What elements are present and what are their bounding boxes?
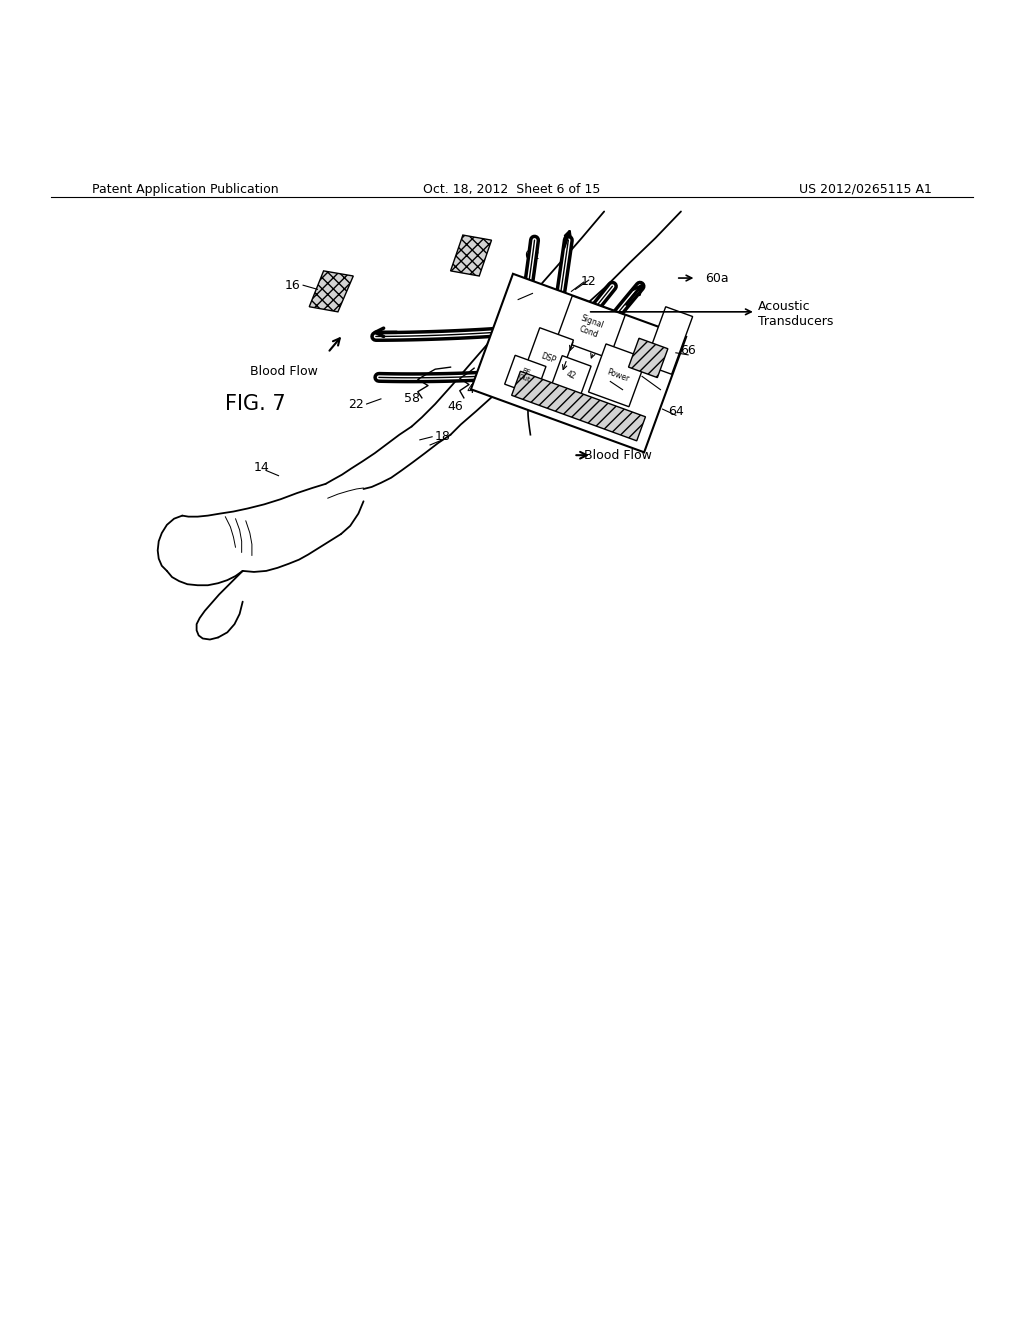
- Text: 46: 46: [447, 400, 464, 413]
- Polygon shape: [629, 338, 668, 378]
- Text: 42: 42: [565, 370, 578, 381]
- Text: 62: 62: [524, 249, 541, 261]
- Text: US 2012/0265115 A1: US 2012/0265115 A1: [799, 182, 932, 195]
- Text: 54: 54: [625, 383, 641, 395]
- Text: Patent Application Publication: Patent Application Publication: [92, 182, 279, 195]
- Text: DSP: DSP: [539, 351, 557, 364]
- Polygon shape: [471, 273, 686, 453]
- Text: 44: 44: [466, 383, 482, 396]
- Text: Blood Flow: Blood Flow: [250, 364, 317, 378]
- Text: 40: 40: [652, 379, 669, 392]
- Text: 20: 20: [535, 285, 551, 298]
- Polygon shape: [451, 235, 492, 276]
- Text: 58: 58: [403, 392, 420, 405]
- Polygon shape: [556, 296, 626, 359]
- Text: 14: 14: [253, 461, 269, 474]
- Text: FIG. 7: FIG. 7: [225, 393, 286, 413]
- Polygon shape: [512, 371, 645, 441]
- Polygon shape: [589, 345, 646, 407]
- Text: Blood Flow: Blood Flow: [584, 449, 651, 462]
- Text: Power: Power: [605, 367, 630, 384]
- Text: 66: 66: [680, 345, 696, 358]
- Text: Oct. 18, 2012  Sheet 6 of 15: Oct. 18, 2012 Sheet 6 of 15: [423, 182, 601, 195]
- Polygon shape: [645, 306, 692, 375]
- Polygon shape: [552, 355, 591, 395]
- Polygon shape: [505, 355, 546, 396]
- Text: RF
Out: RF Out: [517, 367, 534, 384]
- Polygon shape: [522, 327, 573, 388]
- Text: Acoustic
Transducers: Acoustic Transducers: [758, 300, 834, 327]
- Text: 22: 22: [348, 397, 365, 411]
- Text: Signal
Cond: Signal Cond: [577, 314, 605, 341]
- Text: 12: 12: [581, 275, 597, 288]
- Text: 16: 16: [285, 279, 301, 292]
- Text: 18: 18: [434, 430, 451, 444]
- Polygon shape: [309, 271, 353, 312]
- Text: 64: 64: [668, 405, 684, 417]
- Text: 60a: 60a: [705, 272, 729, 285]
